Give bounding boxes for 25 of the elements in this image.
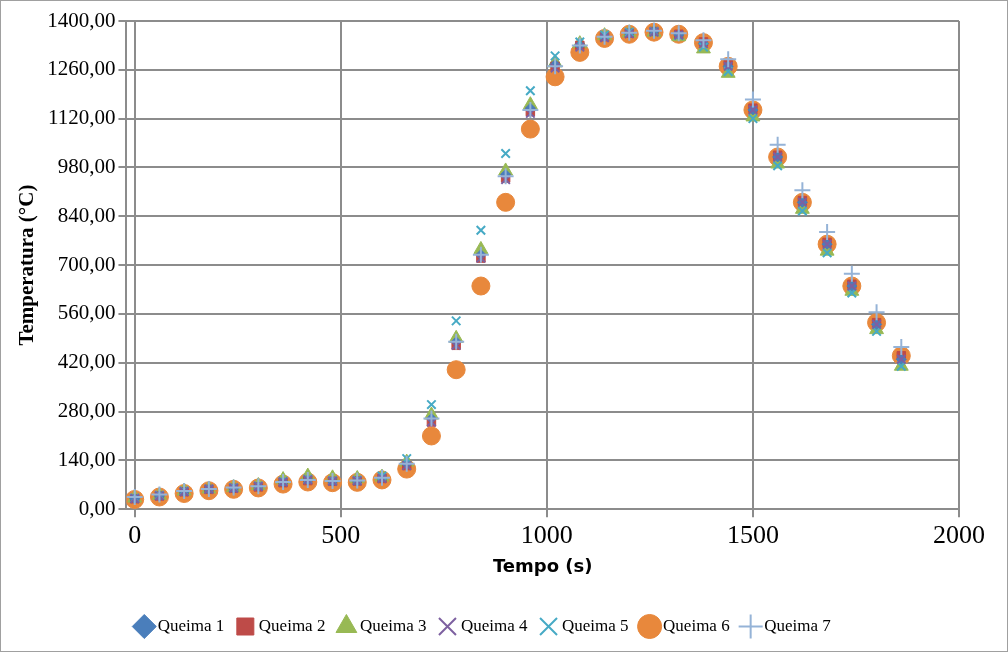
y-tick-label: 280,00: [57, 398, 116, 423]
y-tick-label: 560,00: [57, 300, 116, 325]
legend-label: Queima 4: [460, 615, 529, 635]
legend-label: Queima 6: [663, 615, 730, 635]
y-tick-label: 140,00: [57, 446, 116, 471]
x-tick-label: 1500: [726, 519, 779, 549]
y-tick-label: 1120,00: [47, 105, 116, 130]
y-tick-label: 1260,00: [47, 56, 116, 81]
y-tick-label: 700,00: [57, 251, 116, 276]
y-axis-title: Temperatura (°C): [14, 184, 39, 346]
legend-label: Queima 3: [359, 615, 427, 635]
y-tick-label: 420,00: [57, 349, 116, 374]
y-tick-label: 1400,00: [47, 7, 116, 32]
y-tick-label: 0,00: [78, 495, 116, 520]
x-tick-label: 1000: [520, 519, 573, 549]
x-tick-label: 500: [321, 519, 361, 549]
x-tick-label: 2000: [933, 519, 985, 549]
y-tick-label: 980,00: [57, 153, 116, 178]
y-tick-label: 840,00: [57, 202, 116, 227]
legend-label: Queima 2: [258, 615, 326, 635]
x-tick-label: 0: [128, 519, 142, 549]
x-axis-title: Tempo (s): [492, 554, 593, 576]
legend-label: Queima 7: [764, 615, 832, 635]
legend-label: Queima 1: [157, 615, 225, 635]
legend-label: Queima 5: [562, 615, 629, 635]
